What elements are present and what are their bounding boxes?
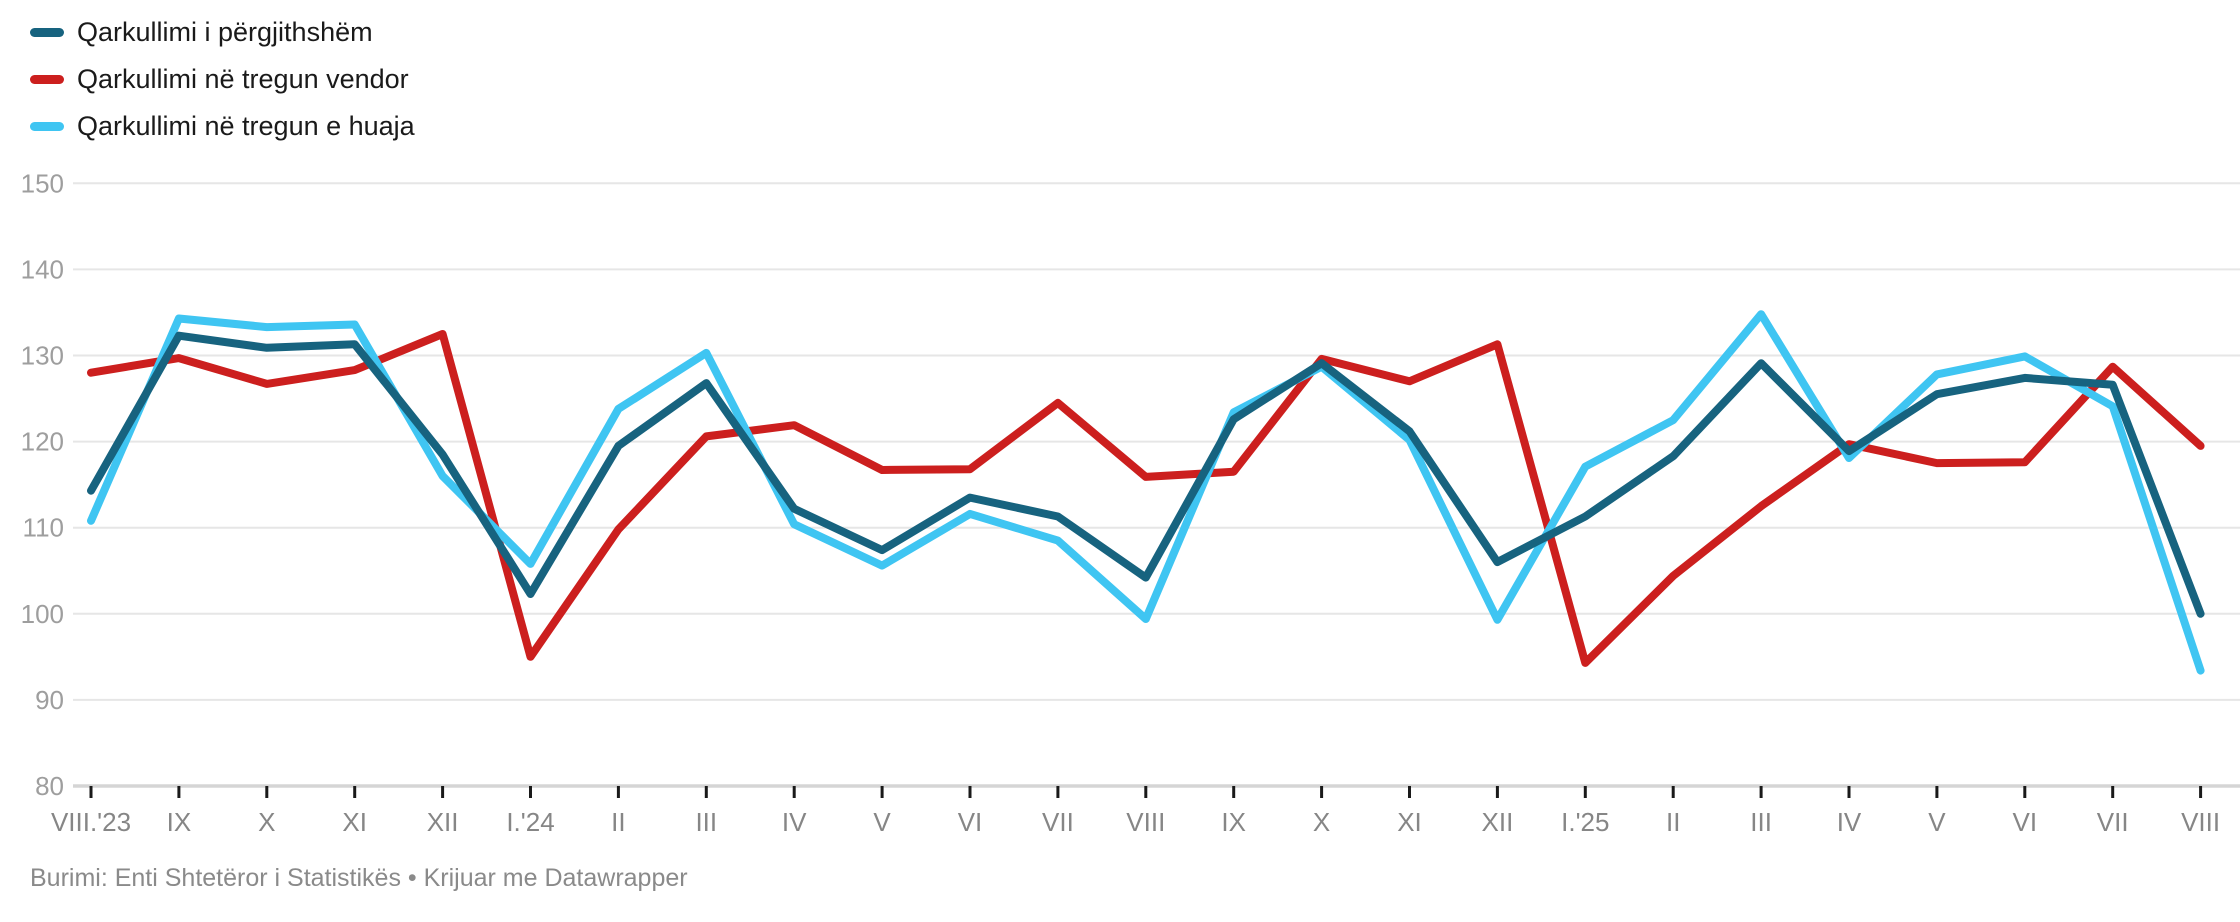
y-axis-label: 130 (21, 341, 64, 371)
source-attribution: Burimi: Enti Shtetëror i Statistikës • K… (30, 864, 688, 892)
x-axis-label: VII (1042, 807, 1074, 837)
x-axis-label: IX (1221, 807, 1246, 837)
y-axis-label: 90 (35, 685, 64, 715)
x-axis-label: I.'25 (1561, 807, 1609, 837)
series-line-huaja (87, 310, 2205, 675)
x-axis-label: XI (342, 807, 367, 837)
x-axis-label: V (873, 807, 891, 837)
x-axis-label: I.'24 (506, 807, 554, 837)
x-axis-label: VI (2013, 807, 2038, 837)
x-axis-label: IV (782, 807, 807, 837)
x-axis-label: X (258, 807, 275, 837)
x-axis-label: VII (2097, 807, 2129, 837)
x-axis-label: XI (1397, 807, 1422, 837)
y-axis-label: 120 (21, 427, 64, 457)
x-axis-label: XII (1482, 807, 1514, 837)
x-axis-label: VI (958, 807, 983, 837)
legend-label-vendor: Qarkullimi në tregun vendor (77, 64, 409, 94)
x-axis-label: V (1928, 807, 1946, 837)
x-axis-label: X (1313, 807, 1330, 837)
x-axis-label: II (1666, 807, 1680, 837)
x-axis-label: IX (167, 807, 192, 837)
y-axis-label: 140 (21, 254, 64, 284)
x-axis-label: VIII (1126, 807, 1165, 837)
legend-item-huaja: Qarkullimi në tregun e huaja (30, 110, 415, 143)
y-axis-label: 100 (21, 599, 64, 629)
x-axis-label: VIII.'23 (51, 807, 131, 837)
x-axis-label: II (611, 807, 625, 837)
x-axis-label: III (695, 807, 717, 837)
legend-swatch-total (30, 28, 64, 37)
x-axis-label: III (1750, 807, 1772, 837)
legend: Qarkullimi i përgjithshëm Qarkullimi në … (30, 16, 415, 157)
series-line-vendor (87, 330, 2205, 667)
x-axis-label: XII (427, 807, 459, 837)
y-axis-label: 80 (35, 771, 64, 801)
legend-swatch-huaja (30, 122, 64, 131)
x-axis-label: VIII (2181, 807, 2220, 837)
legend-label-total: Qarkullimi i përgjithshëm (77, 17, 373, 47)
y-axis-label: 150 (21, 168, 64, 198)
y-axis-label: 110 (23, 513, 64, 543)
legend-item-vendor: Qarkullimi në tregun vendor (30, 63, 415, 96)
series-line-total (87, 331, 2205, 618)
legend-item-total: Qarkullimi i përgjithshëm (30, 16, 415, 49)
x-axis-label: IV (1837, 807, 1862, 837)
legend-label-huaja: Qarkullimi në tregun e huaja (77, 111, 415, 141)
legend-swatch-vendor (30, 75, 64, 84)
